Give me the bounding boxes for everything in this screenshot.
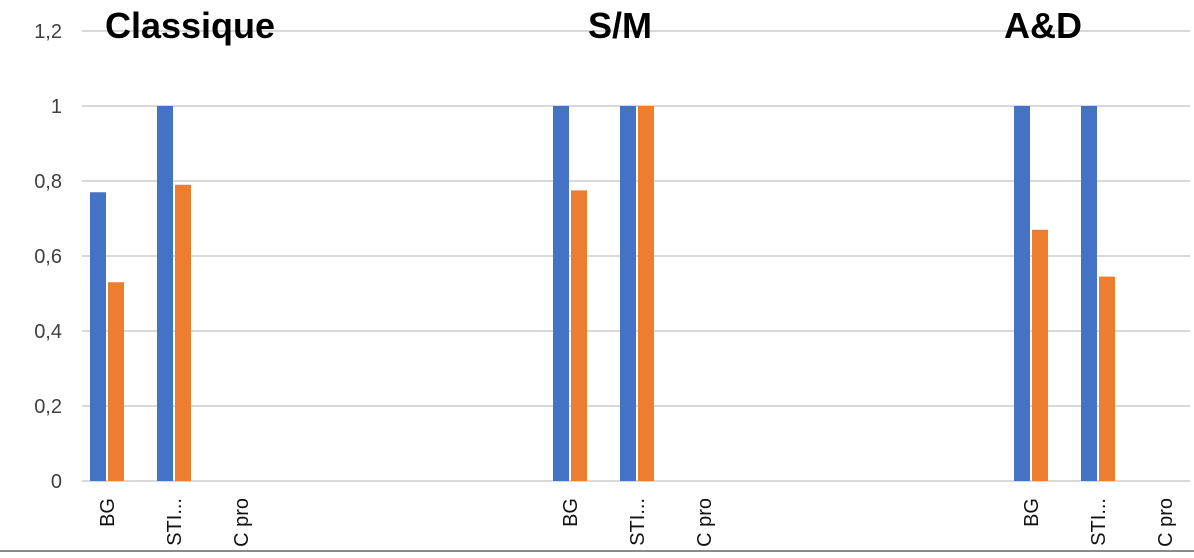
group-titles: Classique S/M A&D [105, 5, 1082, 46]
bar-orange [175, 184, 191, 481]
group-title: Classique [105, 5, 275, 46]
y-tick-label: 0,2 [34, 396, 62, 418]
category-label: STI... [164, 498, 186, 546]
category-label: STI... [1088, 498, 1110, 546]
bottom-border [0, 550, 1194, 552]
category-label: C pro [231, 498, 253, 547]
bar-orange [638, 106, 654, 481]
category-label: BG [560, 498, 582, 527]
category-label: C pro [694, 498, 716, 547]
y-axis-tick-labels: 0 0,2 0,4 0,6 0,8 1 1,2 [34, 21, 62, 493]
bar-orange [108, 282, 124, 481]
group-title: S/M [588, 5, 652, 46]
y-tick-label: 1 [51, 96, 62, 118]
bar-blue [90, 192, 106, 481]
bar-blue [1081, 106, 1097, 481]
bar-orange [1032, 229, 1048, 481]
group-title: A&D [1004, 5, 1082, 46]
bar-blue [620, 106, 636, 481]
bar-blue [1014, 106, 1030, 481]
category-labels: BG STI... C pro BG STI... C pro BG STI... C pro [97, 498, 1177, 547]
bar-blue [553, 106, 569, 481]
bars [90, 106, 1115, 481]
y-tick-label: 1,2 [34, 21, 62, 43]
y-tick-label: 0 [51, 471, 62, 493]
bar-orange [1099, 276, 1115, 481]
category-label: STI... [627, 498, 649, 546]
y-tick-label: 0,4 [34, 321, 62, 343]
category-label: BG [97, 498, 119, 527]
y-tick-label: 0,6 [34, 246, 62, 268]
category-label: C pro [1155, 498, 1177, 547]
bar-blue [157, 106, 173, 481]
y-tick-label: 0,8 [34, 171, 62, 193]
bar-orange [571, 190, 587, 481]
category-label: BG [1021, 498, 1043, 527]
